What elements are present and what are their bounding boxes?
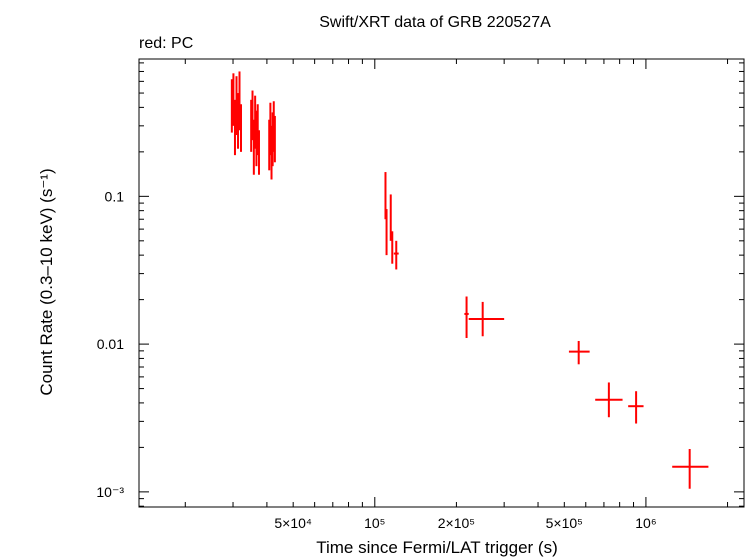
y-tick-label: 0.1 — [105, 188, 125, 204]
data-point — [384, 172, 387, 220]
data-point — [389, 194, 392, 241]
axis-tick-labels: 5×10⁴ 10⁵ 2×10⁵ 5×10⁵ 10⁶ 0.1 0.01 10⁻³ — [96, 188, 656, 531]
data-point — [672, 449, 709, 489]
data-point — [233, 99, 236, 156]
data-point — [628, 391, 644, 424]
data-point — [239, 104, 242, 152]
data-point — [391, 231, 394, 264]
y-tick-label: 0.01 — [97, 336, 124, 352]
chart-subtitle: red: PC — [139, 35, 193, 52]
data-point — [468, 301, 505, 337]
x-tick-label: 10⁵ — [364, 515, 385, 531]
axis-ticks — [139, 59, 744, 507]
x-tick-label: 5×10⁵ — [546, 515, 583, 531]
data-point — [230, 79, 233, 133]
x-tick-label: 10⁶ — [635, 515, 656, 531]
data-point — [256, 104, 259, 156]
data-point — [250, 99, 253, 152]
plot-frame — [138, 58, 745, 508]
data-points — [230, 71, 709, 489]
data-point — [273, 115, 276, 163]
data-point — [385, 209, 388, 256]
data-point — [237, 93, 240, 149]
data-point — [257, 130, 260, 175]
data-point — [568, 340, 590, 365]
data-point — [393, 240, 399, 270]
chart-title: Swift/XRT data of GRB 220527A — [319, 14, 551, 31]
data-point — [232, 73, 235, 126]
x-tick-label: 5×10⁴ — [274, 515, 312, 531]
data-point — [238, 71, 241, 131]
data-point — [595, 382, 623, 418]
y-tick-label: 10⁻³ — [96, 484, 124, 500]
data-point — [251, 90, 254, 141]
x-axis-label: Time since Fermi/LAT trigger (s) — [316, 538, 558, 557]
data-point — [464, 296, 469, 338]
y-axis-label: Count Rate (0.3–10 keV) (s⁻¹) — [37, 168, 56, 395]
x-tick-label: 2×10⁵ — [438, 515, 475, 531]
data-point — [235, 76, 238, 136]
